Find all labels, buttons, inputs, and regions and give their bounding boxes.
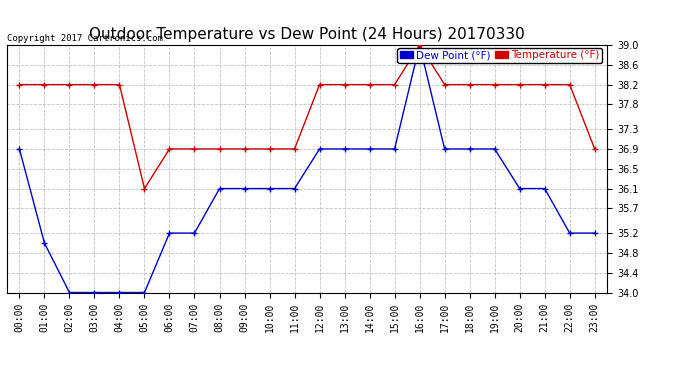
Title: Outdoor Temperature vs Dew Point (24 Hours) 20170330: Outdoor Temperature vs Dew Point (24 Hou…: [89, 27, 525, 42]
Legend: Dew Point (°F), Temperature (°F): Dew Point (°F), Temperature (°F): [397, 48, 602, 63]
Text: Copyright 2017 Cartronics.com: Copyright 2017 Cartronics.com: [7, 33, 163, 42]
